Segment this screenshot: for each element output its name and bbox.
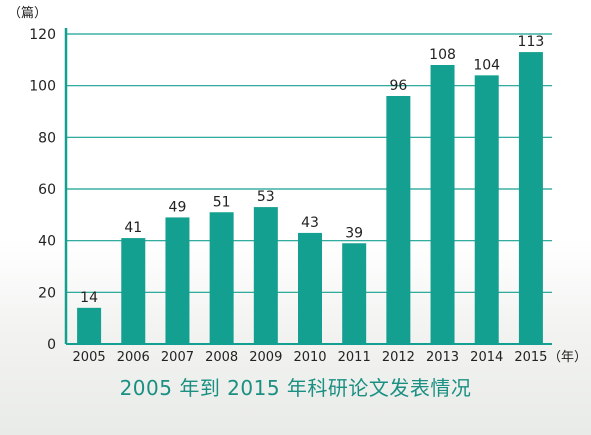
- bars: [77, 52, 543, 344]
- data-labels: 14 41 49 51 53 43 39 96 108 104 113: [80, 34, 544, 306]
- x-tick-label: 2009: [249, 350, 282, 365]
- y-tick-label: 120: [29, 27, 56, 43]
- axes: [64, 28, 552, 345]
- x-axis-unit-label: （年）: [548, 350, 587, 365]
- x-tick-label: 2013: [426, 350, 459, 365]
- bar: [430, 65, 455, 344]
- y-tick-labels: 0 20 40 60 80 100 120: [29, 27, 56, 353]
- bar: [121, 238, 146, 344]
- bar: [298, 232, 322, 344]
- bar: [77, 307, 102, 344]
- y-tick-label: 80: [38, 130, 56, 146]
- x-tick-label: 2011: [338, 350, 371, 365]
- bar: [342, 243, 367, 344]
- y-tick-label: 100: [29, 79, 56, 95]
- x-tick-label: 2010: [293, 350, 326, 365]
- x-tick-label: 2012: [382, 350, 415, 365]
- bar: [474, 75, 499, 344]
- y-axis-unit-label: （篇）: [8, 6, 47, 21]
- x-tick-label: 2007: [161, 350, 194, 365]
- x-tick-label: 2005: [73, 350, 106, 365]
- x-tick-labels: 2005 2006 2007 2008 2009 2010 2011 2012 2013 2014…: [73, 350, 548, 365]
- x-tick-label: 2008: [205, 350, 238, 365]
- chart-title: 2005 年到 2015 年科研论文发表情况: [119, 376, 472, 400]
- bar: [386, 96, 411, 344]
- x-tick-label: 2006: [117, 350, 150, 365]
- data-label: 104: [473, 57, 500, 73]
- data-label: 96: [389, 78, 407, 94]
- data-label: 113: [518, 34, 545, 50]
- bar: [518, 52, 543, 344]
- data-label: 108: [429, 47, 456, 63]
- bar: [253, 207, 278, 344]
- y-tick-label: 60: [38, 182, 56, 198]
- y-tick-label: 40: [38, 234, 56, 250]
- bar: [209, 212, 234, 344]
- data-label: 41: [124, 220, 142, 236]
- data-label: 43: [301, 215, 319, 231]
- x-tick-label: 2015: [514, 350, 547, 365]
- gridlines: [66, 33, 552, 293]
- y-tick-label: 20: [38, 285, 56, 301]
- x-tick-label: 2014: [470, 350, 503, 365]
- data-label: 49: [169, 199, 187, 215]
- data-label: 53: [257, 189, 275, 205]
- data-label: 14: [80, 290, 98, 306]
- data-label: 51: [213, 194, 231, 210]
- y-tick-label: 0: [47, 337, 56, 353]
- bar: [165, 217, 190, 344]
- data-label: 39: [345, 225, 363, 241]
